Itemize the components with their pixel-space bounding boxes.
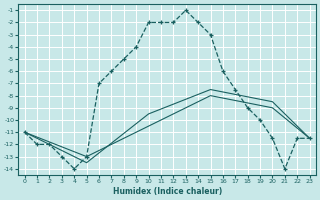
- X-axis label: Humidex (Indice chaleur): Humidex (Indice chaleur): [113, 187, 222, 196]
